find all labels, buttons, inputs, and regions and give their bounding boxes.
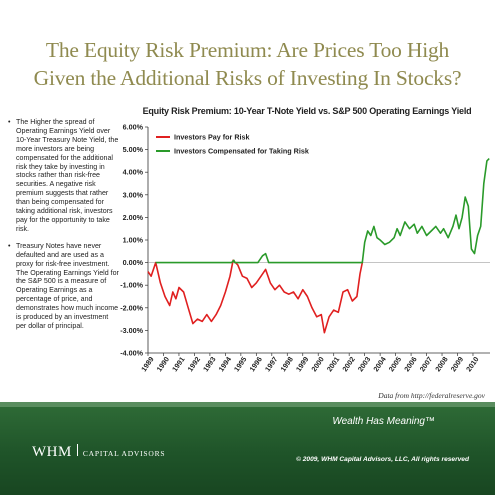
x-tick-label: 1999 [294, 355, 311, 373]
page-title: The Equity Risk Premium: Are Prices Too … [0, 36, 495, 92]
bullet-icon: • [8, 118, 11, 126]
copyright: © 2009, WHM Capital Advisors, LLC, All r… [296, 456, 469, 463]
logo-sub: CAPITAL ADVISORS [82, 449, 166, 458]
y-tick-label: -3.00% [120, 326, 143, 335]
legend-label: Investors Pay for Risk [174, 133, 250, 142]
x-tick-label: 2001 [325, 355, 342, 373]
footer-band [0, 402, 495, 407]
x-tick-label: 1996 [247, 355, 264, 373]
y-axis-labels: 6.00% 5.00% 4.00% 3.00% 2.00% 1.00% 0.00% -1.00… [120, 123, 148, 358]
x-tick-label: 2008 [433, 355, 450, 373]
bullet-icon: • [8, 241, 11, 250]
y-tick-label: -1.00% [120, 281, 143, 290]
title-line-1: The Equity Risk Premium: Are Prices Too … [45, 38, 450, 62]
x-tick-label: 1989 [139, 355, 156, 373]
x-tick-label: 2007 [418, 355, 435, 373]
legend: Investors Pay for Risk Investors Compensa… [156, 133, 309, 156]
y-tick-label: 3.00% [123, 190, 144, 199]
x-axis-labels: 1989199019911992199319941995199619971998… [139, 353, 481, 373]
y-tick-label: 0.00% [123, 258, 144, 267]
chart-title: Equity Risk Premium: 10-Year T-Note Yiel… [142, 106, 472, 116]
y-tick-label: -2.00% [120, 303, 143, 312]
x-tick-label: 1993 [201, 355, 218, 373]
x-tick-label: 1991 [170, 355, 187, 373]
series-line-pay-for-risk [147, 259, 364, 334]
x-tick-label: 1994 [216, 355, 233, 373]
equity-risk-premium-chart: 6.00% 5.00% 4.00% 3.00% 2.00% 1.00% 0.00% -1.00… [120, 123, 490, 373]
bullet-item: • The Higher the spread of Operating Ear… [8, 118, 120, 234]
tagline: Wealth Has Meaning™ [332, 416, 435, 427]
x-tick-label: 2010 [464, 355, 481, 373]
x-tick-label: 2009 [449, 355, 466, 373]
y-tick-label: 1.00% [123, 236, 144, 245]
x-tick-label: 1995 [232, 355, 249, 373]
data-source-note: Data from http://federalreserve.gov [378, 391, 485, 400]
x-tick-label: 2004 [371, 355, 388, 373]
x-tick-label: 2002 [340, 355, 357, 373]
sidebar-notes: • The Higher the spread of Operating Ear… [8, 118, 120, 339]
y-tick-label: 6.00% [123, 123, 144, 132]
series-layer [147, 158, 490, 334]
x-tick-label: 1992 [186, 355, 203, 373]
title-line-2: Given the Additional Risks of Investing … [33, 66, 462, 90]
logo-main: WHM [32, 444, 72, 460]
legend-label: Investors Compensated for Taking Risk [174, 147, 309, 156]
x-tick-label: 1998 [278, 355, 295, 373]
bullet-text: The Higher the spread of Operating Earni… [16, 118, 119, 233]
x-tick-label: 1997 [263, 355, 280, 373]
footer: Wealth Has Meaning™ WHM CAPITAL ADVISORS… [0, 402, 495, 495]
y-tick-label: 4.00% [123, 168, 144, 177]
company-logo: WHM CAPITAL ADVISORS [32, 444, 165, 461]
x-tick-label: 2006 [402, 355, 419, 373]
bullet-item: • Treasury Notes have never defaulted an… [8, 242, 120, 331]
series-line-compensated [155, 158, 490, 264]
x-tick-label: 2003 [356, 355, 373, 373]
logo-divider [76, 444, 78, 456]
x-tick-label: 1990 [155, 355, 172, 373]
y-tick-label: 2.00% [123, 213, 144, 222]
x-tick-label: 2000 [309, 355, 326, 373]
x-tick-label: 2005 [387, 355, 404, 373]
bullet-text: Treasury Notes have never defaulted and … [16, 241, 119, 330]
y-tick-label: 5.00% [123, 145, 144, 154]
y-tick-label: -4.00% [120, 349, 143, 358]
